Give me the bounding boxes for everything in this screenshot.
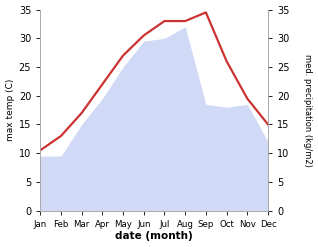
Y-axis label: max temp (C): max temp (C) [5,79,15,141]
X-axis label: date (month): date (month) [115,231,193,242]
Y-axis label: med. precipitation (kg/m2): med. precipitation (kg/m2) [303,54,313,166]
